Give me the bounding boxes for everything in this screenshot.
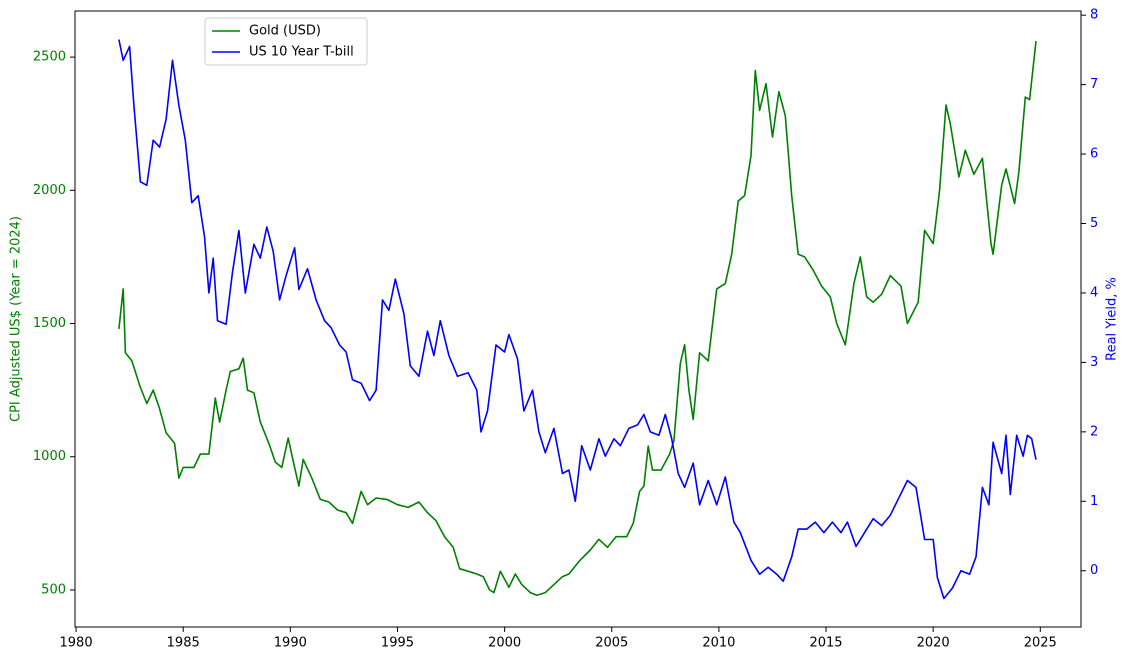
x-tick-label: 1995 (381, 636, 414, 651)
y-tick-label: 500 (41, 582, 66, 597)
x-tick-label: 2020 (917, 636, 950, 651)
y-axis-label: CPI Adjusted US$ (Year = 2024) (9, 216, 24, 422)
y-tick-label: 1500 (33, 316, 66, 331)
y2-tick-label: 7 (1090, 77, 1098, 92)
y2-tick-label: 0 (1090, 563, 1098, 578)
y2-tick-label: 3 (1090, 355, 1098, 370)
line (118, 39, 1037, 600)
y2-axis-label: Real Yield, % (1105, 277, 1120, 361)
x-tick-label: 2000 (488, 636, 521, 651)
x-tick-label: 2005 (595, 636, 628, 651)
legend-label: US 10 Year T-bill (249, 45, 354, 60)
y-tick-label: 2000 (33, 183, 66, 198)
x-tick-label: 1980 (60, 636, 93, 651)
legend-label: Gold (USD) (249, 24, 321, 39)
x-tick-label: 1990 (274, 636, 307, 651)
y2-tick-label: 6 (1090, 147, 1098, 162)
y2-tick-label: 5 (1090, 216, 1098, 231)
legend-box (204, 17, 368, 66)
x-tick-label: 1985 (167, 636, 200, 651)
x-tick-label: 2025 (1024, 636, 1057, 651)
y-tick-label: 2500 (33, 50, 66, 65)
plot-frame (74, 10, 1082, 628)
y2-tick-label: 1 (1090, 494, 1098, 509)
y-tick-label: 1000 (33, 449, 66, 464)
line (118, 41, 1037, 597)
y2-tick-label: 4 (1090, 285, 1098, 300)
x-tick-label: 2010 (702, 636, 735, 651)
y2-tick-label: 8 (1090, 8, 1098, 23)
x-tick-label: 2015 (809, 636, 842, 651)
y2-tick-label: 2 (1090, 424, 1098, 439)
